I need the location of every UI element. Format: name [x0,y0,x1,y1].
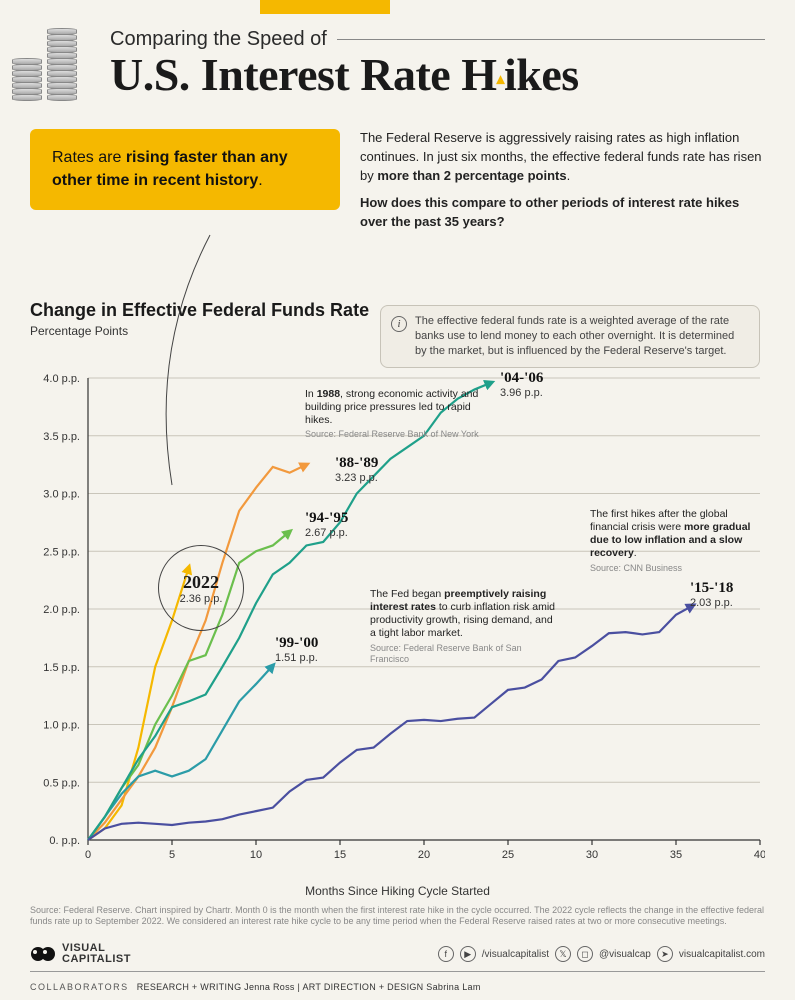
annotation-1999: The Fed began preemptively raising inter… [370,588,560,665]
instagram-icon[interactable]: ◻ [577,946,593,962]
coin-stack-large [47,28,77,100]
facebook-icon[interactable]: f [438,946,454,962]
link-icon[interactable]: ➤ [657,946,673,962]
coin-stacks-decoration [12,28,77,100]
svg-text:0.5 p.p.: 0.5 p.p. [43,777,80,789]
svg-text:3.5 p.p.: 3.5 p.p. [43,431,80,443]
chart-units: Percentage Points [30,324,765,338]
collaborators-row: COLLABORATORS RESEARCH + WRITING Jenna R… [30,982,481,992]
svg-text:30: 30 [586,849,598,861]
brand-row: VISUAL CAPITALIST f ▶ /visualcapitalist … [30,943,765,972]
x-axis-label: Months Since Hiking Cycle Started [305,884,490,898]
svg-text:1.0 p.p.: 1.0 p.p. [43,720,80,732]
accent-triangle: ▴ [496,72,504,89]
subtitle: Comparing the Speed of [110,28,327,51]
series-label-8889: '88-'893.23 p.p. [335,455,378,484]
yellow-callout: Rates are rising faster than any other t… [30,129,340,210]
youtube-icon[interactable]: ▶ [460,946,476,962]
chart-area: Change in Effective Federal Funds Rate P… [30,300,765,890]
svg-text:5: 5 [169,849,175,861]
twitter-icon[interactable]: 𝕏 [555,946,571,962]
series-label-2022-circle: 2022 2.36 p.p. [158,545,244,631]
source-footnote: Source: Federal Reserve. Chart inspired … [30,905,765,928]
brand-line2: CAPITALIST [62,954,131,965]
series-label-9495: '94-'952.67 p.p. [305,510,348,539]
top-accent-bar [260,0,390,14]
svg-text:0: 0 [85,849,91,861]
header-block: Comparing the Speed of U.S. Interest Rat… [110,28,765,99]
main-title: U.S. Interest Rate H▴ikes [110,51,765,99]
svg-text:0. p.p.: 0. p.p. [49,835,80,847]
annotation-2015: The first hikes after the global financi… [590,508,765,574]
chart-title-block: Change in Effective Federal Funds Rate P… [30,300,765,338]
svg-text:15: 15 [334,849,346,861]
svg-text:4.0 p.p.: 4.0 p.p. [43,373,80,385]
intro-row: Rates are rising faster than any other t… [30,129,765,239]
series-label-1518: '15-'182.03 p.p. [690,580,733,609]
svg-text:10: 10 [250,849,262,861]
social-handle-2: @visualcap [599,949,651,960]
title-rule [337,39,765,40]
social-handle-1: /visualcapitalist [482,949,549,960]
svg-text:35: 35 [670,849,682,861]
vc-logo-icon [30,945,56,963]
svg-text:2.5 p.p.: 2.5 p.p. [43,546,80,558]
svg-text:3.0 p.p.: 3.0 p.p. [43,489,80,501]
brand-logo-block: VISUAL CAPITALIST [30,943,131,965]
socials: f ▶ /visualcapitalist 𝕏 ◻ @visualcap ➤ v… [438,946,765,962]
social-url: visualcapitalist.com [679,949,765,960]
svg-text:25: 25 [502,849,514,861]
svg-text:20: 20 [418,849,430,861]
svg-text:40: 40 [754,849,765,861]
svg-text:2.0 p.p.: 2.0 p.p. [43,604,80,616]
infographic-page: Comparing the Speed of U.S. Interest Rat… [0,0,795,1000]
chart-title: Change in Effective Federal Funds Rate [30,300,765,322]
series-label-0406: '04-'063.96 p.p. [500,370,543,399]
series-label-9900: '99-'001.51 p.p. [275,635,318,664]
annotation-1988: In 1988, strong economic activity and bu… [305,388,485,441]
svg-text:1.5 p.p.: 1.5 p.p. [43,662,80,674]
coin-stack-small [12,58,42,100]
intro-text: The Federal Reserve is aggressively rais… [360,129,765,239]
